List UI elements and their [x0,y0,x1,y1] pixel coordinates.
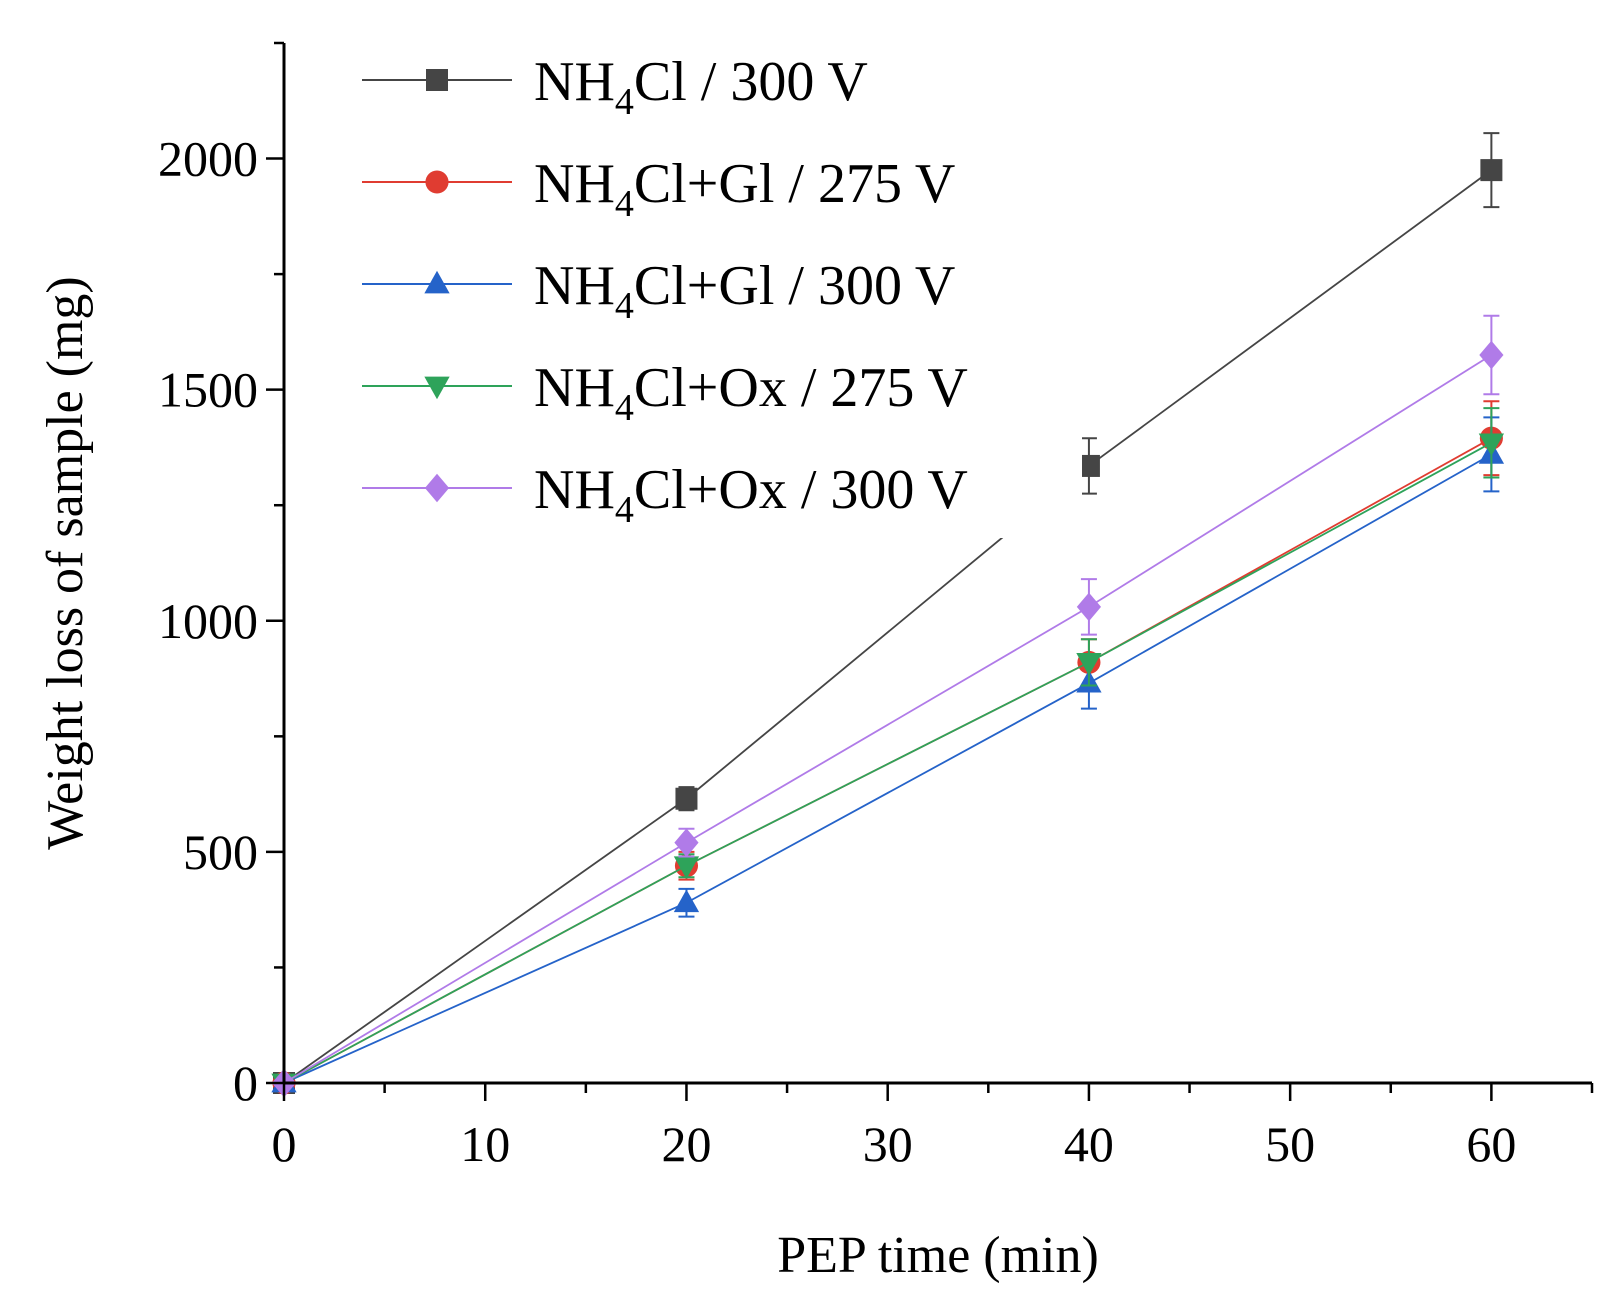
legend-label-subscript: 4 [615,489,634,531]
legend-entry-3: NH4Cl+Ox / 275 V [362,357,968,429]
series-3 [271,407,1505,1097]
legend-entry-4: NH4Cl+Ox / 300 V [362,459,968,531]
legend-label-subscript: 4 [615,183,634,225]
series-4 [271,314,1504,1098]
legend-marker [424,376,450,400]
data-point [1479,340,1504,370]
legend-entry-1: NH4Cl+Gl / 275 V [362,153,955,225]
legend-label-part: Cl+Ox / 275 V [634,357,968,419]
data-point [1480,159,1503,182]
legend-label-subscript: 4 [615,387,634,429]
legend-label: NH4Cl / 300 V [534,51,868,123]
series-line [283,442,1492,1084]
legend-label-part: NH [534,357,615,419]
legend-label-subscript: 4 [615,81,634,123]
legend-label: NH4Cl+Gl / 300 V [534,255,955,327]
x-tick-label: 20 [661,1116,711,1172]
series-line [283,354,1492,1084]
series-line [283,169,1492,1084]
x-tick-label: 60 [1466,1116,1516,1172]
legend-entry-2: NH4Cl+Gl / 300 V [362,255,955,327]
series-0 [273,132,1503,1094]
legend-label-part: Cl+Ox / 300 V [634,459,968,521]
x-tick-label: 10 [460,1116,510,1172]
y-tick-label: 0 [233,1055,258,1111]
data-point [675,787,698,810]
y-tick-label: 500 [183,824,258,880]
legend-label: NH4Cl+Ox / 275 V [534,357,968,429]
legend-marker [425,170,449,194]
legend-marker [424,473,450,503]
data-point [1077,454,1100,477]
legend-entry-0: NH4Cl / 300 V [362,51,868,123]
y-tick-label: 1500 [158,362,258,418]
x-axis-title: PEP time (min) [777,1227,1099,1284]
x-tick-label: 0 [272,1116,297,1172]
series-line [283,453,1492,1084]
data-point [1478,433,1505,457]
legend-marker [424,270,450,294]
legend-label-part: NH [534,459,615,521]
legend-label-part: Cl+Gl / 300 V [634,255,955,317]
legend-marker [426,69,448,91]
x-tick-label: 40 [1064,1116,1114,1172]
x-tick-label: 50 [1265,1116,1315,1172]
data-point [1076,653,1102,676]
data-point [673,889,700,913]
legend-label-part: Cl+Gl / 275 V [634,153,955,215]
y-tick-label: 2000 [158,131,258,187]
legend-label-part: NH [534,153,615,215]
x-tick-label: 30 [863,1116,913,1172]
legend-label: NH4Cl+Ox / 300 V [534,459,968,531]
y-tick-label: 1000 [158,593,258,649]
legend-label-part: NH [534,255,615,317]
legend-label-subscript: 4 [615,285,634,327]
legend-label-part: NH [534,51,615,113]
y-axis-title: Weight loss of sample (mg) [37,276,94,850]
legend-label: NH4Cl+Gl / 275 V [534,153,955,225]
axes-layer: 0 10 20 30 40 50 60 0 500 1000 1500 2000 [158,41,1594,1172]
data-point [1076,592,1102,622]
data-point [674,828,699,857]
legend-label-part: Cl / 300 V [634,51,868,113]
data-point [673,856,700,879]
series-layer [271,132,1505,1098]
